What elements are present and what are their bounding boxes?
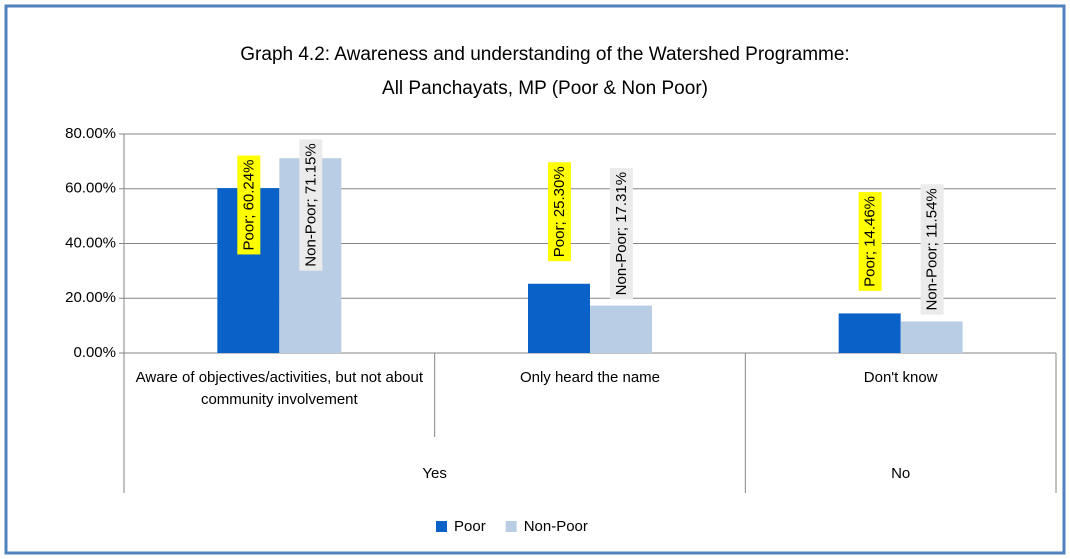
data-label-text: Poor; 25.30% <box>551 166 568 257</box>
data-label-bg <box>858 191 882 291</box>
y-tick-label: 40.00% <box>65 234 116 251</box>
data-label: Non-Poor; 71.15% <box>299 139 323 271</box>
data-label-bg <box>547 162 571 262</box>
y-tick-label: 60.00% <box>65 180 116 197</box>
x-tick-label: Don't know <box>863 369 938 386</box>
data-label-text: Non-Poor; 71.15% <box>302 143 319 266</box>
data-label: Poor; 60.24% <box>237 155 261 255</box>
group-label: Yes <box>422 465 446 482</box>
data-label-text: Non-Poor; 17.31% <box>613 172 630 295</box>
x-tick-label-box: Only heard the name <box>519 369 661 386</box>
group-label: No <box>891 465 910 482</box>
x-tick-label: Aware of objectives/activities, but not … <box>135 369 424 408</box>
bar <box>900 321 963 353</box>
data-label: Poor; 14.46% <box>858 191 882 291</box>
chart-frame <box>4 4 1066 555</box>
data-label-bg <box>920 184 944 315</box>
y-tick-label: 80.00% <box>65 125 116 142</box>
chart-title: All Panchayats, MP (Poor & Non Poor) <box>382 78 708 99</box>
y-tick-label: 20.00% <box>65 289 116 306</box>
data-label-bg <box>237 155 261 255</box>
bar <box>838 313 901 353</box>
data-label: Non-Poor; 11.54% <box>920 184 944 315</box>
data-label-text: Non-Poor; 11.54% <box>924 188 941 310</box>
legend-label: Poor <box>454 518 486 535</box>
x-tick-label-box: Don't know <box>863 369 938 386</box>
data-label: Poor; 25.30% <box>547 162 571 262</box>
data-label-text: Poor; 60.24% <box>240 160 257 251</box>
legend-swatch <box>436 521 447 532</box>
bar <box>590 305 652 353</box>
legend-label: Non-Poor <box>524 518 588 535</box>
x-tick-label-box: Aware of objectives/activities, but not … <box>135 369 424 408</box>
y-tick-label: 0.00% <box>73 344 116 361</box>
data-label-text: Poor; 14.46% <box>862 196 879 287</box>
bar <box>528 283 590 353</box>
x-tick-label: Only heard the name <box>519 369 661 386</box>
legend-swatch <box>505 521 517 532</box>
data-label-bg <box>299 139 323 271</box>
data-label: Non-Poor; 17.31% <box>609 167 633 300</box>
chart-title: Graph 4.2: Awareness and understanding o… <box>240 44 849 65</box>
data-label-bg <box>609 167 633 300</box>
